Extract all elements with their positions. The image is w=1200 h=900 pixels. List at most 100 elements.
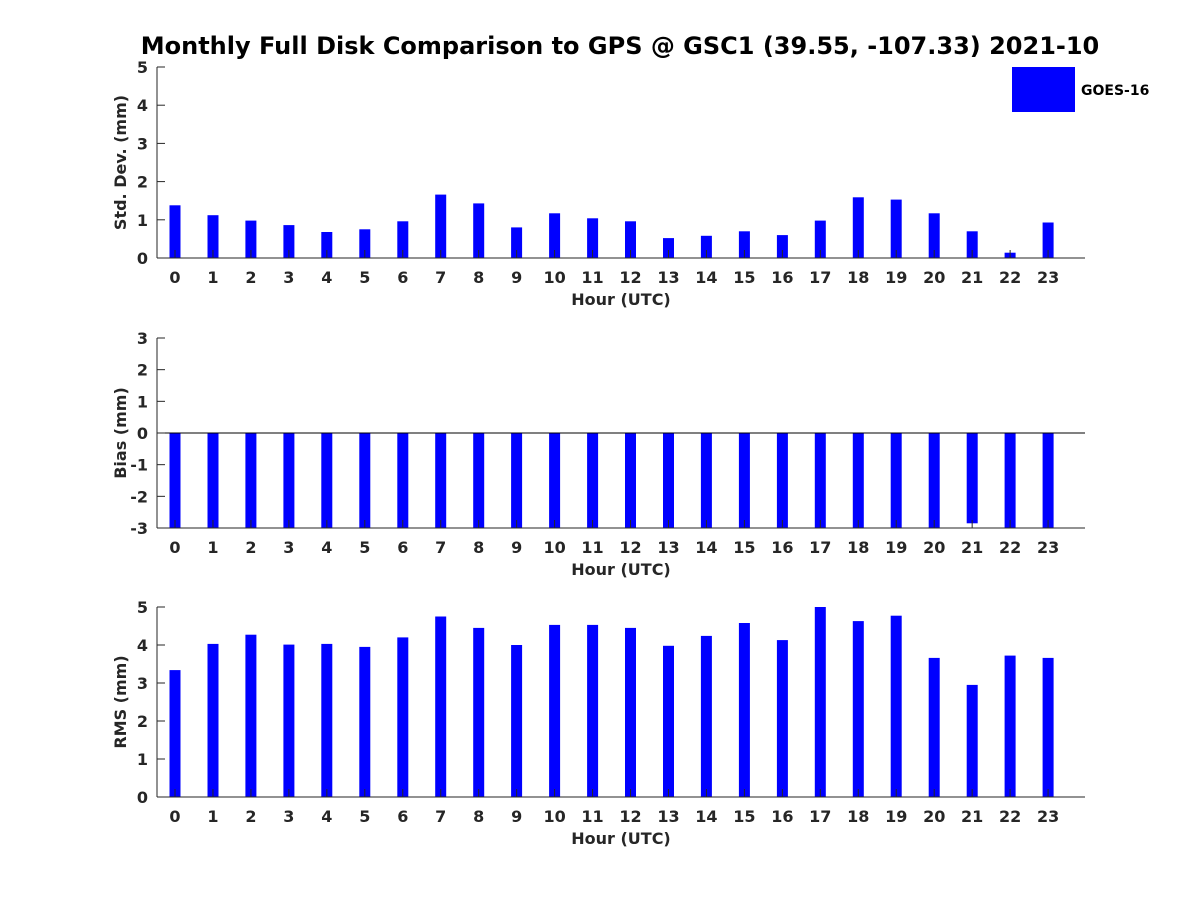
std-dev-x-tick-label: 6 (397, 268, 408, 287)
std-dev-y-tick-label: 1 (137, 211, 148, 230)
bias-bar-14 (700, 433, 712, 528)
std-dev-y-tick-label: 0 (137, 249, 148, 268)
rms-x-tick-label: 22 (999, 807, 1021, 826)
rms-y-tick-label: 5 (137, 598, 148, 617)
rms-bar-5 (359, 646, 371, 797)
std-dev-x-tick-label: 13 (657, 268, 679, 287)
bias-bar-16 (776, 433, 788, 528)
bias-x-tick-label: 5 (359, 538, 370, 557)
std-dev-x-tick-label: 3 (283, 268, 294, 287)
rms-x-tick-label: 20 (923, 807, 945, 826)
std-dev-bar-6 (397, 221, 409, 258)
bias-y-tick-label: 0 (137, 424, 148, 443)
rms-x-tick-label: 23 (1037, 807, 1059, 826)
std-dev-x-tick-label: 23 (1037, 268, 1059, 287)
std-dev-x-tick-label: 11 (581, 268, 603, 287)
bias-x-tick-label: 8 (473, 538, 484, 557)
std-dev-x-tick-label: 17 (809, 268, 831, 287)
rms-bar-18 (852, 621, 864, 797)
rms-x-tick-label: 10 (543, 807, 565, 826)
bias-bar-4 (321, 433, 333, 528)
std-dev-bar-19 (890, 199, 902, 258)
rms-y-tick-label: 0 (137, 788, 148, 807)
rms-bar-7 (435, 616, 447, 797)
rms-bar-16 (776, 640, 788, 797)
bias-bar-5 (359, 433, 371, 528)
std-dev-y-tick-label: 4 (137, 96, 148, 115)
std-dev-bar-13 (663, 238, 674, 258)
bias-x-tick-label: 6 (397, 538, 408, 557)
chart-title: Monthly Full Disk Comparison to GPS @ GS… (141, 32, 1100, 60)
std-dev-x-tick-label: 18 (847, 268, 869, 287)
rms-x-tick-label: 14 (695, 807, 717, 826)
bias-bar-1 (207, 433, 219, 528)
rms-bar-0 (169, 670, 181, 797)
bias-bar-0 (169, 433, 181, 528)
bias-bar-20 (928, 433, 940, 528)
bias-bar-9 (511, 433, 523, 528)
bias-y-tick-label: 2 (137, 361, 148, 380)
bias-x-tick-label: 15 (733, 538, 755, 557)
std-dev-x-tick-label: 7 (435, 268, 446, 287)
bias-y-axis-label: Bias (mm) (111, 387, 130, 479)
rms-y-axis-label: RMS (mm) (111, 655, 130, 748)
std-dev-x-tick-label: 22 (999, 268, 1021, 287)
rms-bar-2 (245, 634, 257, 797)
rms-y-tick-label: 4 (137, 636, 148, 655)
rms-x-tick-label: 19 (885, 807, 907, 826)
std-dev-x-tick-label: 21 (961, 268, 983, 287)
rms-x-tick-label: 12 (619, 807, 641, 826)
rms-x-tick-label: 18 (847, 807, 869, 826)
rms-x-tick-label: 15 (733, 807, 755, 826)
bias-y-tick-label: -1 (130, 456, 148, 475)
bias-x-tick-label: 12 (619, 538, 641, 557)
std-dev-bar-12 (625, 221, 636, 258)
rms-bar-6 (397, 637, 409, 797)
std-dev-bar-8 (473, 203, 485, 258)
bias-y-tick-label: 1 (137, 392, 148, 411)
bias-y-tick-label: -2 (130, 487, 148, 506)
rms-bar-9 (511, 645, 523, 797)
rms-x-tick-label: 17 (809, 807, 831, 826)
rms-x-tick-label: 5 (359, 807, 370, 826)
legend-swatch-goes-16 (1012, 67, 1075, 112)
bias-bar-21 (966, 433, 978, 524)
std-dev-bar-5 (359, 229, 371, 258)
bias-x-tick-label: 2 (245, 538, 256, 557)
bias-y-tick-label: 3 (137, 329, 148, 348)
rms-x-tick-label: 6 (397, 807, 408, 826)
std-dev-x-tick-label: 9 (511, 268, 522, 287)
bias-x-tick-label: 16 (771, 538, 793, 557)
rms-bar-11 (587, 624, 599, 797)
bias-bar-15 (738, 433, 750, 528)
std-dev-x-tick-label: 19 (885, 268, 907, 287)
bias-bar-3 (283, 433, 295, 528)
std-dev-bar-9 (511, 227, 523, 258)
bias-bar-23 (1042, 433, 1054, 528)
std-dev-x-tick-label: 0 (169, 268, 180, 287)
rms-x-tick-label: 1 (207, 807, 218, 826)
rms-x-tick-label: 2 (245, 807, 256, 826)
bias-bar-7 (435, 433, 447, 528)
std-dev-x-axis-label: Hour (UTC) (571, 290, 671, 309)
bias-x-tick-label: 22 (999, 538, 1021, 557)
rms-x-tick-label: 9 (511, 807, 522, 826)
rms-bar-10 (549, 624, 561, 797)
rms-x-tick-label: 3 (283, 807, 294, 826)
std-dev-x-tick-label: 14 (695, 268, 717, 287)
std-dev-x-tick-label: 2 (245, 268, 256, 287)
std-dev-x-tick-label: 12 (619, 268, 641, 287)
bias-x-tick-label: 3 (283, 538, 294, 557)
rms-x-axis-label: Hour (UTC) (571, 829, 671, 848)
rms-y-tick-label: 1 (137, 750, 148, 769)
bias-y-tick-label: -3 (130, 519, 148, 538)
bias-bar-8 (473, 433, 485, 528)
std-dev-bar-20 (928, 213, 940, 258)
rms-x-tick-label: 13 (657, 807, 679, 826)
std-dev-bar-17 (814, 220, 826, 258)
rms-bar-21 (966, 684, 978, 797)
bias-bar-18 (852, 433, 864, 528)
std-dev-x-tick-label: 8 (473, 268, 484, 287)
rms-x-tick-label: 0 (169, 807, 180, 826)
